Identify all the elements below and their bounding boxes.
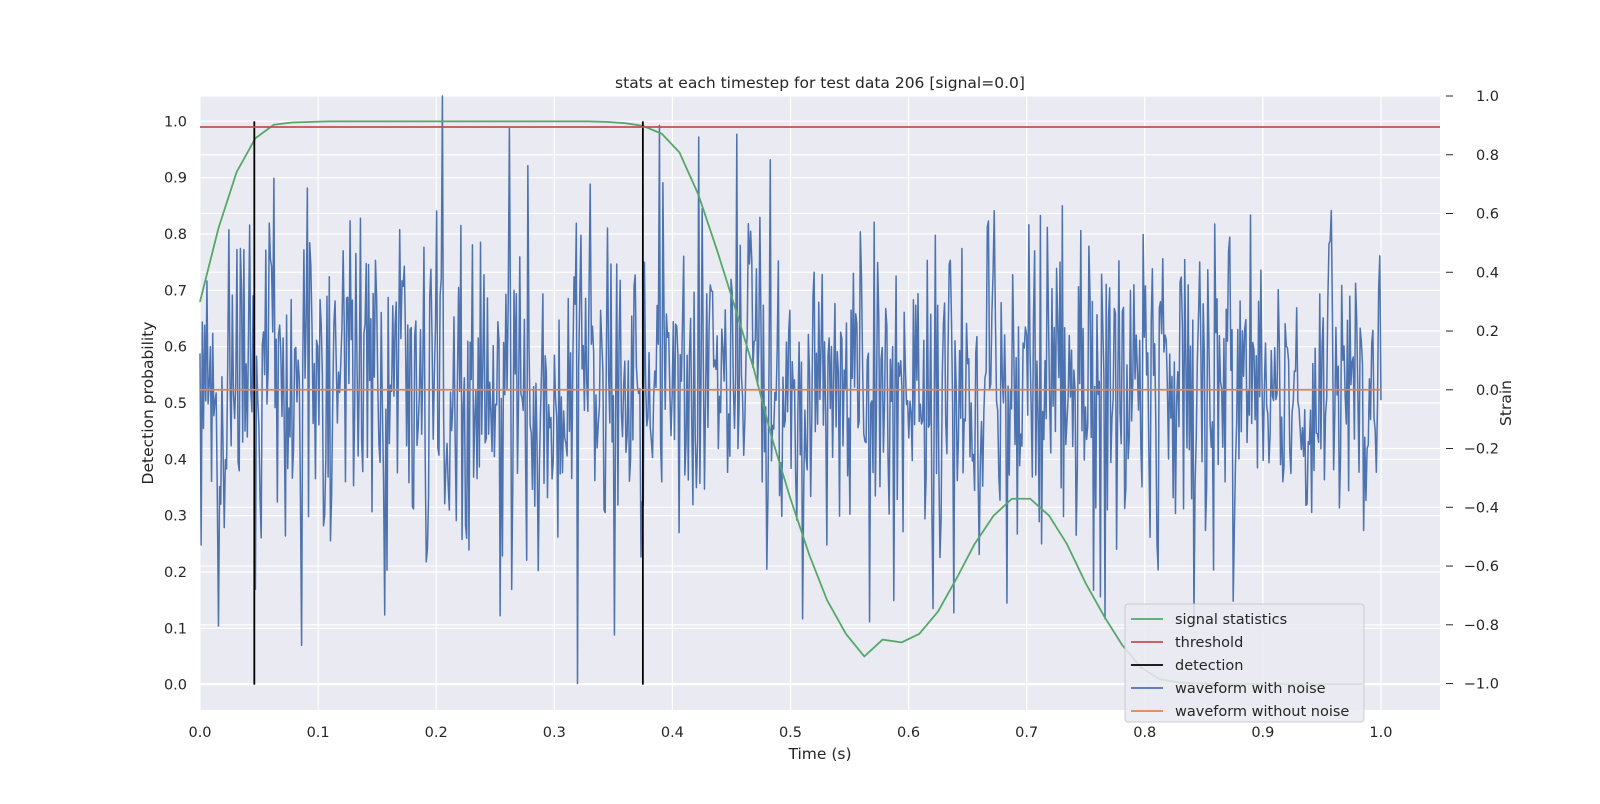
signal-statistics-point: [826, 599, 828, 601]
signal-statistics-point: [808, 554, 810, 556]
x-tick-label: 0.9: [1251, 725, 1274, 741]
y2-tick-label: −0.4: [1464, 500, 1499, 516]
y2-tick-label: 0.2: [1476, 324, 1499, 340]
signal-statistics-point: [993, 515, 995, 517]
x-axis-ticks: 0.0 0.1 0.2 0.3 0.4 0.5 0.6 0.7 0.8 0.9 1.0: [188, 725, 1392, 741]
x-tick-label: 0.2: [425, 725, 448, 741]
signal-statistics-point: [569, 120, 571, 122]
signal-statistics-point: [716, 250, 718, 252]
x-tick-label: 0.8: [1133, 725, 1156, 741]
chart-title: stats at each timestep for test data 206…: [615, 74, 1025, 92]
legend-label: threshold: [1175, 635, 1243, 651]
signal-statistics-point: [697, 193, 699, 196]
y-tick-label: 0.9: [164, 171, 187, 187]
signal-statistics-point: [347, 120, 349, 122]
signal-statistics-point: [1048, 515, 1050, 517]
signal-statistics-point: [974, 543, 976, 545]
y-tick-label: 0.1: [164, 621, 187, 637]
y-tick-label: 0.4: [164, 452, 187, 468]
signal-statistics-point: [623, 122, 625, 124]
signal-statistics-point: [734, 306, 736, 308]
signal-statistics-point: [863, 655, 865, 658]
y2-tick-label: 1.0: [1476, 89, 1499, 105]
legend-label: detection: [1175, 658, 1243, 674]
legend: signal statistics threshold detection wavef…: [1124, 603, 1365, 723]
y2-tick-label: 0.8: [1476, 148, 1499, 164]
y2-tick-label: −0.8: [1464, 618, 1499, 634]
signal-statistics-point: [678, 151, 681, 153]
signal-statistics-point: [661, 133, 663, 135]
signal-statistics-point: [531, 120, 533, 122]
x-tick-label: 0.5: [779, 725, 802, 741]
x-tick-label: 0.1: [307, 725, 330, 741]
y-tick-label: 0.3: [164, 509, 187, 525]
signal-statistics-point: [236, 171, 238, 173]
y-tick-label: 0.7: [164, 283, 187, 299]
legend-box: [1124, 603, 1365, 723]
x-tick-label: 1.0: [1369, 725, 1392, 741]
signal-statistics-point: [1085, 582, 1087, 584]
signal-statistics-point: [605, 121, 607, 123]
y2-tick-label: 0.6: [1476, 207, 1499, 223]
signal-statistics-point: [1011, 498, 1013, 500]
detection-layer: [253, 121, 644, 685]
y2-axis-ticks: −1.0 −0.8 −0.6 −0.4 −0.2 0.0 0.2 0.4 0.6 0.8 1.0: [1446, 89, 1499, 693]
signal-statistics-point: [1121, 644, 1123, 646]
y-tick-label: 1.0: [164, 114, 187, 130]
signal-statistics-point: [273, 124, 275, 126]
signal-statistics-point: [789, 498, 792, 500]
x-tick-label: 0.4: [661, 725, 684, 741]
signal-statistics-point: [513, 120, 515, 122]
y2-axis-label: Strain: [1497, 380, 1515, 426]
signal-statistics-point: [900, 641, 903, 644]
y-tick-label: 0.8: [164, 227, 187, 243]
y2-tick-label: −0.2: [1464, 442, 1499, 458]
signal-statistics-point: [550, 120, 552, 122]
y-axis-label: Detection probability: [139, 322, 157, 485]
signal-statistics-point: [956, 577, 958, 579]
x-tick-label: 0.7: [1015, 725, 1038, 741]
signal-statistics-point: [291, 121, 293, 124]
y2-tick-label: −1.0: [1464, 677, 1499, 693]
signal-statistics-point: [1029, 498, 1031, 500]
x-tick-label: 0.0: [188, 725, 211, 741]
signal-statistics-point: [937, 610, 939, 613]
y-tick-label: 0.5: [164, 396, 187, 412]
signal-statistics-point: [421, 120, 423, 122]
y2-tick-label: 0.4: [1476, 265, 1499, 281]
signal-statistics-point: [458, 120, 460, 122]
y-tick-label: 0.0: [164, 678, 187, 694]
signal-statistics-point: [402, 120, 404, 122]
signal-statistics-point: [881, 638, 884, 641]
legend-label: signal statistics: [1175, 612, 1287, 628]
signal-statistics-point: [753, 368, 755, 370]
signal-statistics-point: [1104, 616, 1106, 618]
signal-statistics-point: [383, 120, 385, 122]
x-tick-label: 0.3: [543, 725, 566, 741]
signal-statistics-point: [918, 633, 920, 635]
signal-statistics-point: [199, 301, 201, 303]
signal-statistics-point: [845, 633, 847, 635]
signal-statistics-point: [310, 121, 312, 123]
y-tick-label: 0.2: [164, 565, 187, 581]
signal-statistics-point: [770, 436, 773, 438]
legend-label: waveform with noise: [1175, 681, 1326, 697]
signal-statistics-point: [217, 227, 220, 229]
signal-statistics-point: [586, 120, 588, 122]
y-tick-label: 0.6: [164, 340, 187, 356]
y2-tick-label: −0.6: [1464, 559, 1499, 575]
signal-statistics-point: [475, 120, 477, 122]
signal-statistics-point: [1066, 543, 1068, 545]
y2-tick-label: 0.0: [1476, 383, 1499, 399]
x-tick-label: 0.6: [897, 725, 920, 741]
signal-statistics-point: [328, 120, 330, 122]
signal-statistics-point: [494, 120, 496, 122]
legend-label: waveform without noise: [1175, 704, 1349, 720]
y-axis-ticks: 0.0 0.1 0.2 0.3 0.4 0.5 0.6 0.7 0.8 0.9 1.0: [164, 114, 187, 693]
signal-statistics-point: [439, 120, 441, 122]
signal-statistics-point: [365, 120, 368, 122]
x-axis-label: Time (s): [787, 745, 851, 763]
